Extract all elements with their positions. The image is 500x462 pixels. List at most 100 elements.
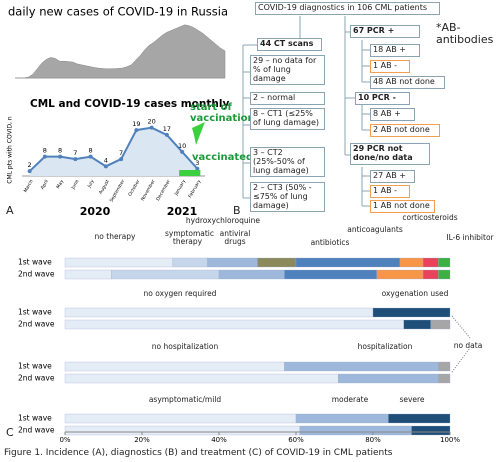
bar-segment [372,307,451,318]
point [149,125,154,130]
bar-segment [338,373,439,384]
diagram-node: 10 PCR - [355,92,410,105]
bar-segment [284,269,378,280]
bar-segment [64,373,339,384]
series-label: antiviral drugs [219,229,251,247]
x-tick-label: December [155,179,172,202]
point [42,154,47,159]
wave-label: 2nd wave [18,426,55,435]
bar-segment [299,425,412,436]
bar-segment [295,413,389,424]
chart-title: daily new cases of COVID-19 in Russia [8,5,228,19]
wave-label: 1st wave [18,308,52,317]
bar-segment [218,269,285,280]
diagram-note: *AB- antibodies [436,21,494,47]
series-label: hospitalization [357,342,413,351]
pointer [451,347,471,373]
area [15,24,226,79]
series-label: no data [453,341,483,350]
bar-segment [403,319,431,330]
arrow [192,122,205,145]
bar-segment [422,269,439,280]
series-label: severe [399,395,425,404]
bar-segment [64,319,404,330]
annotation: start of vaccination [190,102,255,124]
diagram-node: 27 AB + [370,170,415,183]
bar-segment [111,269,220,280]
panel-label: A [6,204,14,217]
series-label: no therapy [94,232,136,241]
bar-segment [284,361,439,372]
x-tick-label: November [140,179,157,202]
bar-segment [399,257,424,268]
diagram-node: 1 AB - [370,60,410,73]
data-label: 20 [147,118,155,126]
x-tick-label: September [109,179,127,204]
caption: Figure 1. Incidence (A), diagnostics (B)… [4,448,393,458]
point [88,154,93,159]
diagram-node: 2 AB not done [370,124,440,137]
bar-segment [388,413,451,424]
x-tick-label: 80% [365,436,381,444]
data-label: 4 [104,156,108,164]
diagram-node: 29 PCR not done/no data [350,143,430,165]
bar-segment [64,425,301,436]
point [195,166,200,171]
wave-label: 1st wave [18,362,52,371]
data-label: 10 [178,142,186,150]
data-label: 2 [28,161,32,169]
series-label: no oxygen required [143,289,217,298]
bar-segment [172,257,208,268]
series-label: asymptomatic/mild [148,395,222,404]
series-label: anticoagulants [347,225,403,234]
x-tick-label: 100% [440,436,460,444]
x-tick-label: March [23,179,35,194]
wave-label: 1st wave [18,414,52,423]
diagram-node: 2 – normal [250,92,325,105]
year-label: 2020 [80,205,111,218]
x-tick-label: April [40,179,50,191]
bar-segment [257,257,297,268]
diagram-node: 29 – no data for % of lung damage [250,55,325,86]
diagram-node: 48 AB not done [370,76,445,89]
panel-label: C [6,426,14,439]
data-label: 7 [119,149,123,157]
series-label: corticosteroids [402,213,458,222]
data-label: 8 [89,147,93,155]
y-axis-label: CML pts with COVID, n [7,116,14,184]
bar-segment [64,269,112,280]
series-label: no hospitalization [151,342,219,351]
bar-segment [438,361,451,372]
annotation: vaccinated [192,152,254,163]
bar-segment [422,257,439,268]
bar-segment [411,425,451,436]
x-tick-label: May [55,178,65,189]
point [58,154,63,159]
data-label: 8 [43,147,47,155]
series-label: hydroxychloroquine [185,216,261,225]
bar-segment [207,257,258,268]
wave-label: 2nd wave [18,320,55,329]
bar-segment [295,257,401,268]
bar-segment [438,269,451,280]
series-label: oxygenation used [381,289,449,298]
chart-title: CML and COVID-19 cases monthly [30,98,229,110]
point [119,157,124,162]
wave-label: 2nd wave [18,374,55,383]
diagram-node: 3 – CT2 (25%-50% of lung damage) [250,147,325,178]
diagram-node: 8 – CT1 (≤25% of lung damage) [250,108,325,130]
wave-label: 2nd wave [18,270,55,279]
point [134,128,139,133]
series-label: IL-6 inhibitor [446,233,494,242]
x-tick-label: 60% [288,436,304,444]
pointer [451,315,471,339]
series-label: moderate [331,395,369,404]
data-label: 7 [73,149,77,157]
diagram-node: COVID-19 diagnostics in 106 CML patients [255,2,440,15]
point [103,164,108,169]
bar-segment [438,373,451,384]
vaccinated-bar [179,170,201,176]
year-label: 2021 [167,205,198,218]
